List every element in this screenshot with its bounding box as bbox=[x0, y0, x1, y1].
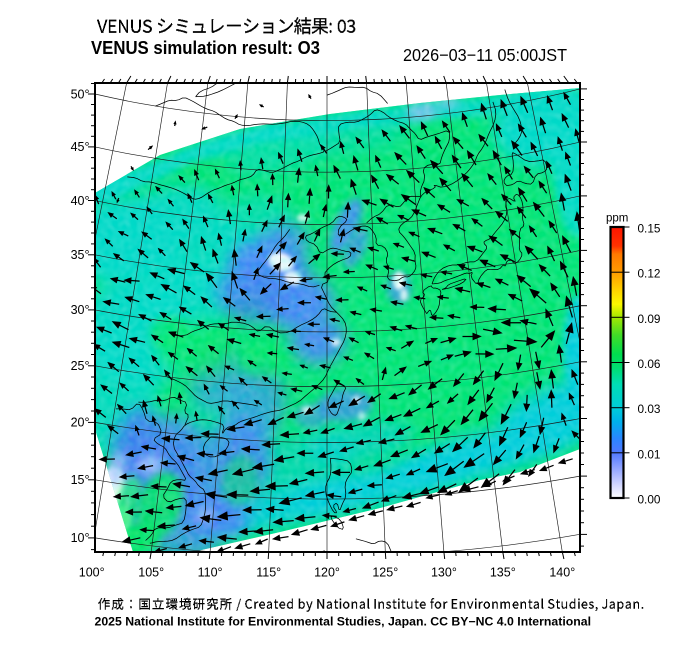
svg-text:25°: 25° bbox=[71, 359, 90, 373]
svg-text:105°: 105° bbox=[138, 566, 164, 580]
svg-text:130°: 130° bbox=[431, 566, 457, 580]
svg-text:115°: 115° bbox=[256, 566, 281, 580]
svg-text:35°: 35° bbox=[71, 248, 90, 262]
svg-text:135°: 135° bbox=[490, 566, 516, 580]
svg-text:2025 National Institute for En: 2025 National Institute for Environmenta… bbox=[95, 617, 592, 629]
svg-text:0.03: 0.03 bbox=[638, 402, 661, 416]
svg-text:110°: 110° bbox=[198, 566, 223, 580]
svg-text:0.06: 0.06 bbox=[638, 357, 661, 371]
svg-text:10°: 10° bbox=[71, 531, 90, 545]
svg-text:140°: 140° bbox=[549, 566, 575, 580]
svg-text:0.09: 0.09 bbox=[638, 312, 661, 326]
svg-text:100°: 100° bbox=[79, 566, 105, 580]
svg-text:50°: 50° bbox=[71, 87, 90, 101]
svg-text:120°: 120° bbox=[314, 566, 340, 580]
svg-text:0.12: 0.12 bbox=[638, 267, 661, 281]
svg-text:125°: 125° bbox=[372, 566, 398, 580]
svg-text:0.15: 0.15 bbox=[638, 222, 661, 236]
svg-text:15°: 15° bbox=[71, 473, 90, 487]
svg-text:20°: 20° bbox=[71, 416, 90, 430]
svg-text:ppm: ppm bbox=[606, 213, 628, 225]
svg-text:0.00: 0.00 bbox=[638, 493, 661, 507]
svg-text:VENUS simulation result: O3: VENUS simulation result: O3 bbox=[91, 37, 320, 58]
svg-text:40°: 40° bbox=[71, 194, 90, 208]
svg-text:30°: 30° bbox=[71, 303, 90, 317]
svg-text:45°: 45° bbox=[71, 140, 90, 154]
svg-text:2026−03−11 05:00JST: 2026−03−11 05:00JST bbox=[403, 45, 567, 65]
svg-text:0.01: 0.01 bbox=[638, 447, 661, 461]
